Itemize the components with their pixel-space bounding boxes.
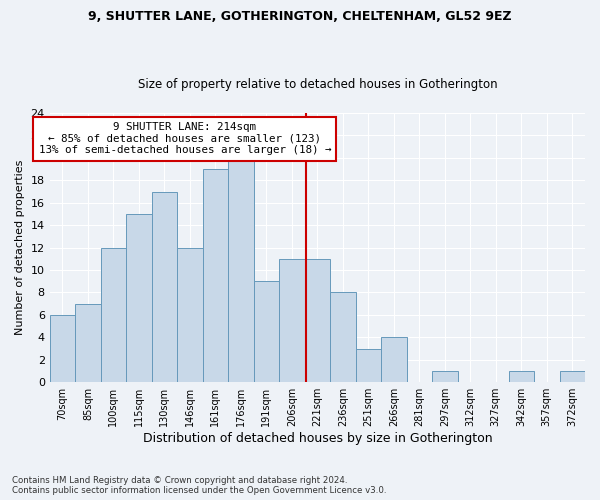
Bar (279, 259, 305, 382)
Bar (177, 248, 203, 382)
Bar (228, 158, 254, 382)
Bar (254, 282, 279, 382)
Title: Size of property relative to detached houses in Gotherington: Size of property relative to detached ho… (137, 78, 497, 91)
Bar (126, 214, 152, 382)
Text: Contains HM Land Registry data © Crown copyright and database right 2024.
Contai: Contains HM Land Registry data © Crown c… (12, 476, 386, 495)
Bar (381, 338, 407, 382)
Bar (305, 259, 330, 382)
Text: 9, SHUTTER LANE, GOTHERINGTON, CHELTENHAM, GL52 9EZ: 9, SHUTTER LANE, GOTHERINGTON, CHELTENHA… (88, 10, 512, 23)
Bar (203, 169, 228, 382)
Y-axis label: Number of detached properties: Number of detached properties (15, 160, 25, 336)
Bar (509, 371, 534, 382)
Bar (101, 248, 126, 382)
Bar (75, 304, 101, 382)
Bar (50, 315, 75, 382)
Bar (432, 371, 458, 382)
Bar (560, 371, 585, 382)
X-axis label: Distribution of detached houses by size in Gotherington: Distribution of detached houses by size … (143, 432, 492, 445)
Bar (356, 348, 381, 382)
Bar (330, 292, 356, 382)
Bar (152, 192, 177, 382)
Text: 9 SHUTTER LANE: 214sqm
← 85% of detached houses are smaller (123)
13% of semi-de: 9 SHUTTER LANE: 214sqm ← 85% of detached… (38, 122, 331, 155)
